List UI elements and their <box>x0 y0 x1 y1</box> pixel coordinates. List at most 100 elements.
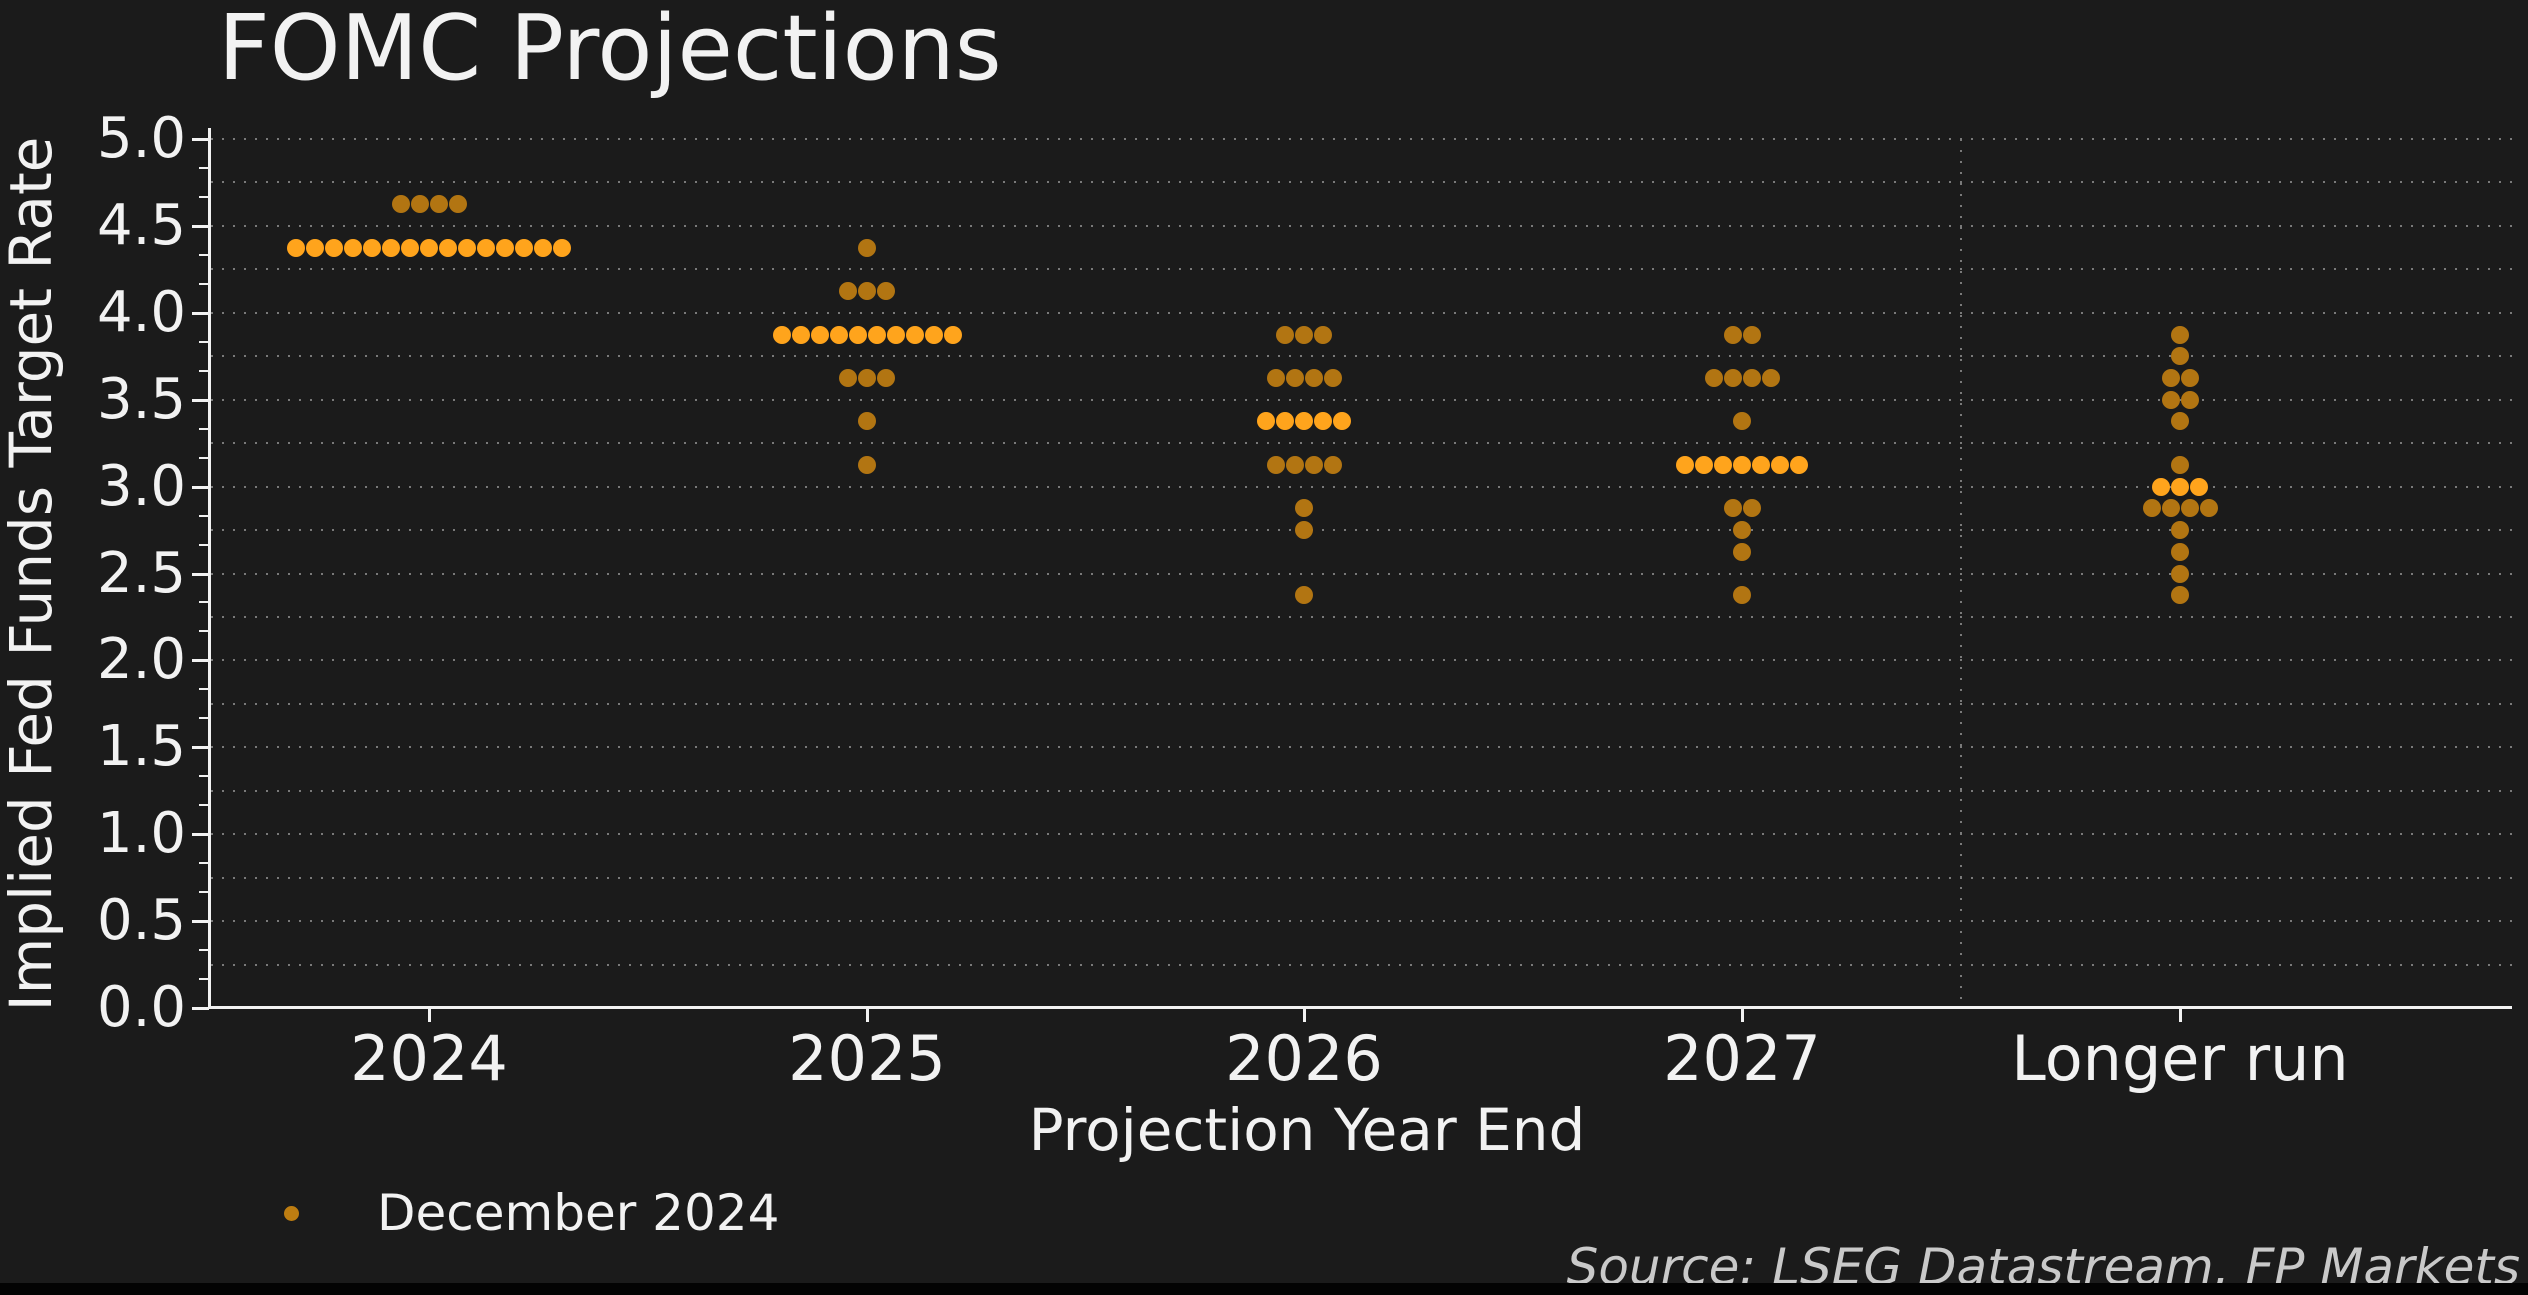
y-tick-label: 2.5 <box>96 540 186 606</box>
projection-dot <box>1304 455 1323 474</box>
y-tick-label: 1.5 <box>96 714 186 780</box>
projection-dot <box>886 325 905 344</box>
gridline <box>211 572 2512 575</box>
y-tick-label: 0.5 <box>96 888 186 954</box>
projection-dot <box>1733 412 1751 431</box>
legend: December 2024 <box>270 1184 779 1242</box>
gridline <box>211 355 2512 358</box>
projection-dot <box>877 368 895 387</box>
y-axis-spine <box>208 128 211 1008</box>
projection-dot <box>848 325 867 344</box>
y-minor-tick <box>199 891 209 894</box>
projection-dot <box>1742 499 1761 518</box>
projection-dot <box>439 238 457 257</box>
projection-dot <box>287 238 305 257</box>
projection-dot <box>2171 542 2189 561</box>
y-tick-label: 1.0 <box>96 801 186 867</box>
projection-dot <box>1752 455 1770 474</box>
y-minor-tick <box>199 514 209 517</box>
y-major-tick <box>192 1007 209 1010</box>
projection-dot <box>2171 477 2189 496</box>
x-tick-label: 2025 <box>788 1022 946 1095</box>
gridline <box>211 659 2512 662</box>
y-major-tick <box>192 311 209 315</box>
y-minor-tick <box>199 978 209 981</box>
projection-dot <box>1304 368 1323 387</box>
projection-dot <box>1695 455 1713 474</box>
projection-dot <box>858 282 876 301</box>
y-minor-tick <box>199 369 209 372</box>
y-tick-label: 3.5 <box>96 366 186 432</box>
projection-dot <box>1295 586 1313 605</box>
y-minor-tick <box>199 543 209 546</box>
projection-dot <box>924 325 943 344</box>
projection-dot <box>496 238 514 257</box>
gridline <box>211 529 2512 532</box>
projection-dot <box>810 325 829 344</box>
x-tick <box>1741 1007 1744 1022</box>
y-minor-tick <box>199 630 209 633</box>
y-minor-tick <box>199 253 209 256</box>
projection-dot <box>1761 368 1780 387</box>
projection-dot <box>1790 455 1808 474</box>
y-minor-tick <box>199 949 209 952</box>
y-major-tick <box>192 485 209 489</box>
projection-dot <box>839 282 857 301</box>
projection-dot <box>391 195 410 214</box>
y-tick-label: 0.0 <box>96 975 186 1040</box>
projection-dot <box>2161 390 2180 409</box>
projection-dot <box>2161 368 2180 387</box>
y-major-tick <box>192 398 209 402</box>
projection-dot <box>553 238 571 257</box>
projection-dot <box>429 195 448 214</box>
projection-dot <box>2142 499 2161 518</box>
y-tick-label: 4.5 <box>96 192 186 258</box>
gridline <box>211 833 2512 836</box>
gridline <box>211 963 2512 966</box>
y-minor-tick <box>199 340 209 343</box>
projection-dot <box>1733 542 1751 561</box>
projection-dot <box>344 238 362 257</box>
y-minor-tick <box>199 456 209 459</box>
chart-title: FOMC Projections <box>218 0 1002 101</box>
y-minor-tick <box>199 195 209 198</box>
y-tick-label: 2.0 <box>96 627 186 693</box>
projection-dot <box>534 238 552 257</box>
projection-dot <box>1285 368 1304 387</box>
projection-dot <box>1276 325 1294 344</box>
projection-dot <box>1295 412 1313 431</box>
x-axis-line <box>208 1006 2512 1009</box>
projection-dot <box>1704 368 1723 387</box>
y-major-tick <box>192 224 209 228</box>
projection-dot <box>420 238 438 257</box>
projection-dot <box>1714 455 1732 474</box>
gridline <box>211 442 2512 445</box>
projection-dot <box>2171 455 2189 474</box>
projection-dot <box>306 238 324 257</box>
projection-dot <box>943 325 962 344</box>
projection-dot <box>458 238 476 257</box>
projection-dot <box>1723 368 1742 387</box>
y-minor-tick <box>199 717 209 720</box>
projection-dot <box>1323 455 1342 474</box>
projection-dot <box>858 238 876 257</box>
x-tick-label: Longer run <box>2011 1022 2349 1095</box>
gridline <box>211 876 2512 879</box>
y-tick-label: 4.0 <box>96 279 186 345</box>
projection-dot <box>1771 455 1789 474</box>
y-tick-label: 3.0 <box>96 453 186 519</box>
projection-dot <box>1723 499 1742 518</box>
projection-dot <box>2190 477 2208 496</box>
projection-dot <box>1314 325 1332 344</box>
legend-label: December 2024 <box>377 1184 780 1242</box>
projection-dot <box>1733 586 1751 605</box>
y-major-tick <box>192 138 209 141</box>
y-major-tick <box>192 920 209 924</box>
projection-dot <box>1333 412 1351 431</box>
projection-dot <box>448 195 467 214</box>
gridline <box>211 615 2512 618</box>
projection-dot <box>2171 564 2189 583</box>
projection-dot <box>382 238 400 257</box>
projection-dot <box>2171 325 2189 344</box>
y-major-tick <box>192 746 209 750</box>
